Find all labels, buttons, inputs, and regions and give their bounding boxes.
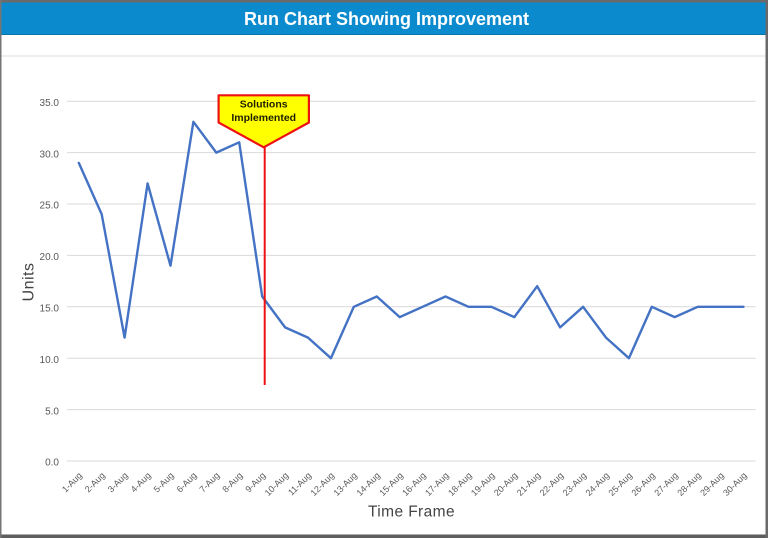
svg-text:Units: Units [21,263,38,302]
svg-text:Run Chart Showing Improvement: Run Chart Showing Improvement [244,9,529,29]
svg-text:15.0: 15.0 [40,304,60,315]
svg-text:0.0: 0.0 [45,458,59,469]
svg-text:25.0: 25.0 [40,201,60,212]
svg-text:Implemented: Implemented [231,112,296,124]
svg-text:20.0: 20.0 [40,252,60,263]
svg-text:Solutions: Solutions [240,99,288,111]
svg-text:35.0: 35.0 [40,98,60,109]
svg-text:30.0: 30.0 [40,149,60,160]
svg-text:10.0: 10.0 [40,355,60,366]
svg-text:5.0: 5.0 [45,406,59,417]
svg-text:Time Frame: Time Frame [368,504,455,521]
